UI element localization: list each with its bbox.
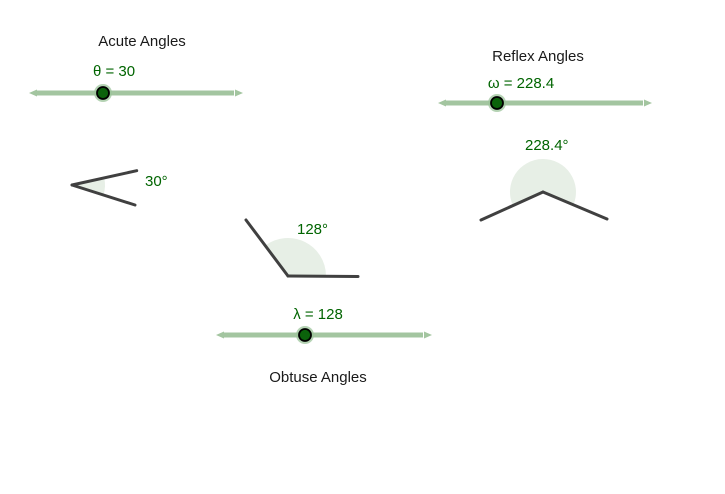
theta-slider[interactable] — [28, 82, 244, 104]
obtuse-angle-sector — [265, 238, 326, 276]
theta-slider-right-arrow-icon — [235, 89, 243, 97]
omega-slider-value-label: ω = 228.4 — [487, 75, 555, 92]
acute-angle-sector — [72, 177, 105, 195]
lambda-slider-right-arrow-icon — [424, 331, 432, 339]
lambda-slider-value-label: λ = 128 — [293, 306, 343, 323]
acute-section-title: Acute Angles — [98, 33, 186, 50]
acute-angle-upper-ray — [70, 169, 139, 187]
reflex-angle-measure-label: 228.4° — [525, 137, 569, 154]
acute-angle-lower-ray — [70, 183, 137, 207]
obtuse-angle-measure-label: 128° — [297, 221, 329, 238]
theta-slider-left-arrow-icon — [29, 89, 37, 97]
lambda-slider[interactable] — [215, 324, 433, 346]
lambda-slider-left-arrow-icon — [216, 331, 224, 339]
reflex-section-title: Reflex Angles — [492, 48, 584, 65]
obtuse-angle-figure — [244, 218, 360, 278]
omega-slider[interactable] — [437, 92, 653, 114]
omega-slider-left-arrow-icon — [438, 99, 446, 107]
omega-slider-right-arrow-icon — [644, 99, 652, 107]
theta-slider-value-label: θ = 30 — [92, 63, 136, 80]
reflex-angle-figure — [479, 159, 609, 222]
acute-angle-figure — [70, 169, 139, 207]
acute-angle-measure-label: 30° — [145, 173, 168, 190]
obtuse-section-title: Obtuse Angles — [269, 369, 367, 386]
theta-slider-handle[interactable] — [96, 86, 110, 100]
lambda-slider-handle[interactable] — [298, 328, 312, 342]
obtuse-angle-right-ray — [286, 274, 360, 278]
omega-slider-handle[interactable] — [490, 96, 504, 110]
obtuse-angle-left-ray — [244, 218, 290, 278]
reflex-angle-left-ray — [479, 190, 545, 222]
reflex-angle-sector — [509, 159, 576, 206]
reflex-angle-right-ray — [541, 190, 609, 221]
